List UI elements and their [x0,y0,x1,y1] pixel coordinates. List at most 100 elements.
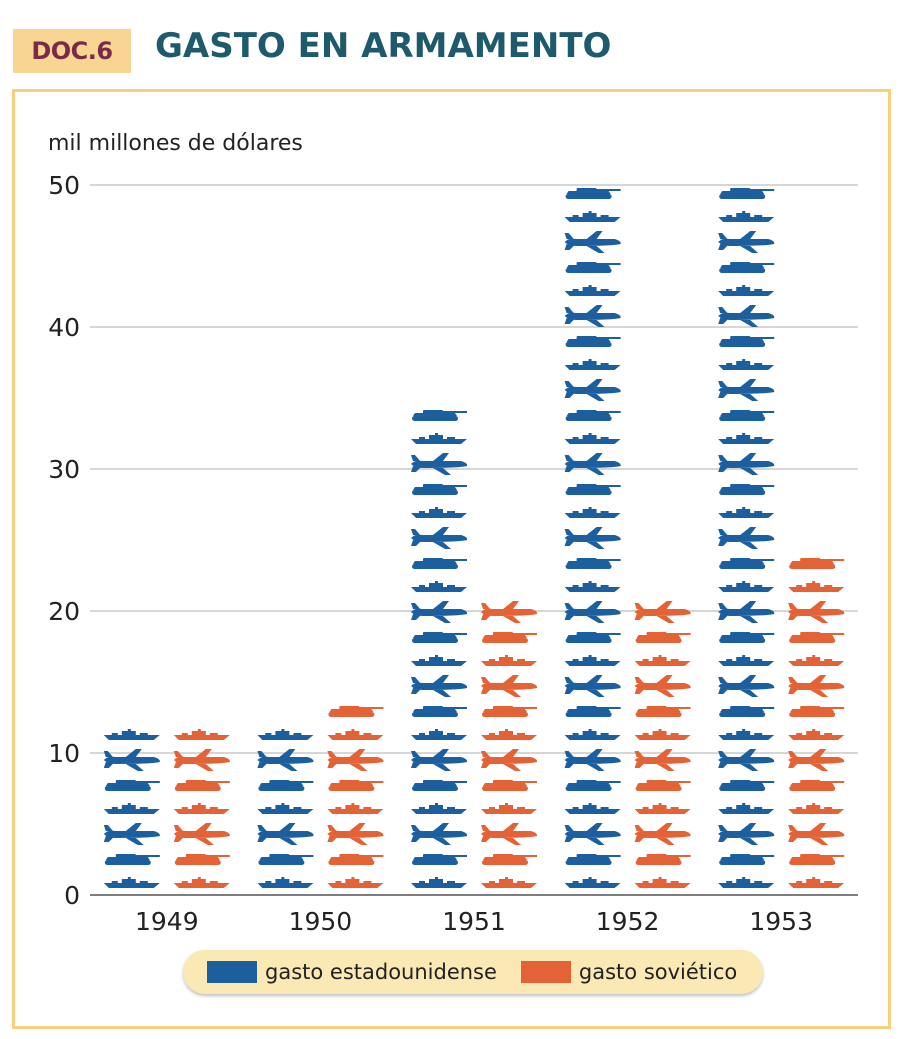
bar-soviet-1950 [327,706,384,888]
ship-icon [481,729,537,740]
x-tick-label: 1952 [596,907,660,936]
ship-icon [564,359,621,370]
legend-label-soviet: gasto soviético [578,960,738,984]
ship-icon [564,507,621,518]
bar-us-1953 [718,188,775,888]
plane-icon [411,453,468,475]
x-tick-label: 1950 [289,907,353,936]
tank-icon [565,336,621,347]
tank-icon [565,854,621,865]
plane-icon [564,379,621,401]
plane-icon [634,749,691,771]
plane-icon [257,749,314,771]
bars-layer [103,188,845,888]
plane-icon [173,823,230,845]
plane-icon [718,527,775,549]
legend: gasto estadounidense gasto soviético [183,950,763,994]
plane-icon [634,675,691,697]
ship-icon [788,803,845,814]
tank-icon [565,188,621,199]
bar-soviet-1953 [788,558,845,888]
ship-icon [788,729,845,740]
ship-icon [718,803,775,814]
x-tick-label: 1951 [442,907,506,936]
tank-icon [482,854,537,865]
tank-icon [258,780,314,791]
tank-icon [719,336,775,347]
plane-icon [718,379,775,401]
ship-icon [788,655,845,666]
y-axis: 0 10 20 30 40 50 [48,171,80,910]
ship-icon [327,877,384,888]
tank-icon [635,780,691,791]
tank-icon [482,706,537,717]
ship-icon [411,877,467,888]
plane-icon [103,749,160,771]
ship-icon [634,803,691,814]
ship-icon [718,433,775,444]
y-tick-label: 0 [64,881,80,910]
plane-icon [481,749,538,771]
ship-icon [718,211,775,222]
plane-icon [103,823,160,845]
plane-icon [634,601,691,623]
tank-icon [565,780,621,791]
tank-icon [412,780,467,791]
plane-icon [564,823,621,845]
tank-icon [719,410,775,421]
ship-icon [257,877,314,888]
tank-icon [565,632,621,643]
tank-icon [412,706,467,717]
tank-icon [174,854,230,865]
plane-icon [411,601,468,623]
bar-us-1951 [411,410,468,888]
x-axis: 1949 1950 1951 1952 1953 [135,907,813,936]
header: DOC.6 GASTO EN ARMAMENTO [0,0,911,80]
plane-icon [481,675,538,697]
plane-icon [788,675,845,697]
ship-icon [411,655,467,666]
ship-icon [481,803,537,814]
doc-badge: DOC.6 [13,29,131,73]
tank-icon [482,780,537,791]
tank-icon [565,558,621,569]
y-tick-label: 50 [48,171,80,200]
tank-icon [719,558,775,569]
y-tick-label: 20 [48,597,80,626]
tank-icon [789,780,845,791]
ship-icon [718,285,775,296]
plane-icon [327,823,384,845]
ship-icon [327,803,384,814]
plane-icon [718,823,775,845]
tank-icon [789,706,845,717]
ship-icon [327,729,384,740]
plane-icon [564,453,621,475]
legend-item-us: gasto estadounidense [207,960,497,984]
tank-icon [719,780,775,791]
ship-icon [564,729,621,740]
tank-icon [789,854,845,865]
ship-icon [788,877,845,888]
plane-icon [634,823,691,845]
tank-icon [328,780,384,791]
ship-icon [564,655,621,666]
bar-soviet-1952 [634,601,691,888]
tank-icon [328,706,384,717]
ship-icon [411,507,467,518]
plane-icon [564,231,621,253]
ship-icon [718,507,775,518]
ship-icon [257,803,314,814]
ship-icon [411,729,467,740]
plane-icon [718,231,775,253]
ship-icon [481,655,537,666]
plane-icon [481,601,538,623]
plane-icon [718,305,775,327]
tank-icon [635,854,691,865]
page-title: GASTO EN ARMAMENTO [155,26,612,66]
ship-icon [634,729,691,740]
y-axis-label: mil millones de dólares [48,131,303,156]
tank-icon [565,706,621,717]
plane-icon [564,749,621,771]
plane-icon [788,601,845,623]
